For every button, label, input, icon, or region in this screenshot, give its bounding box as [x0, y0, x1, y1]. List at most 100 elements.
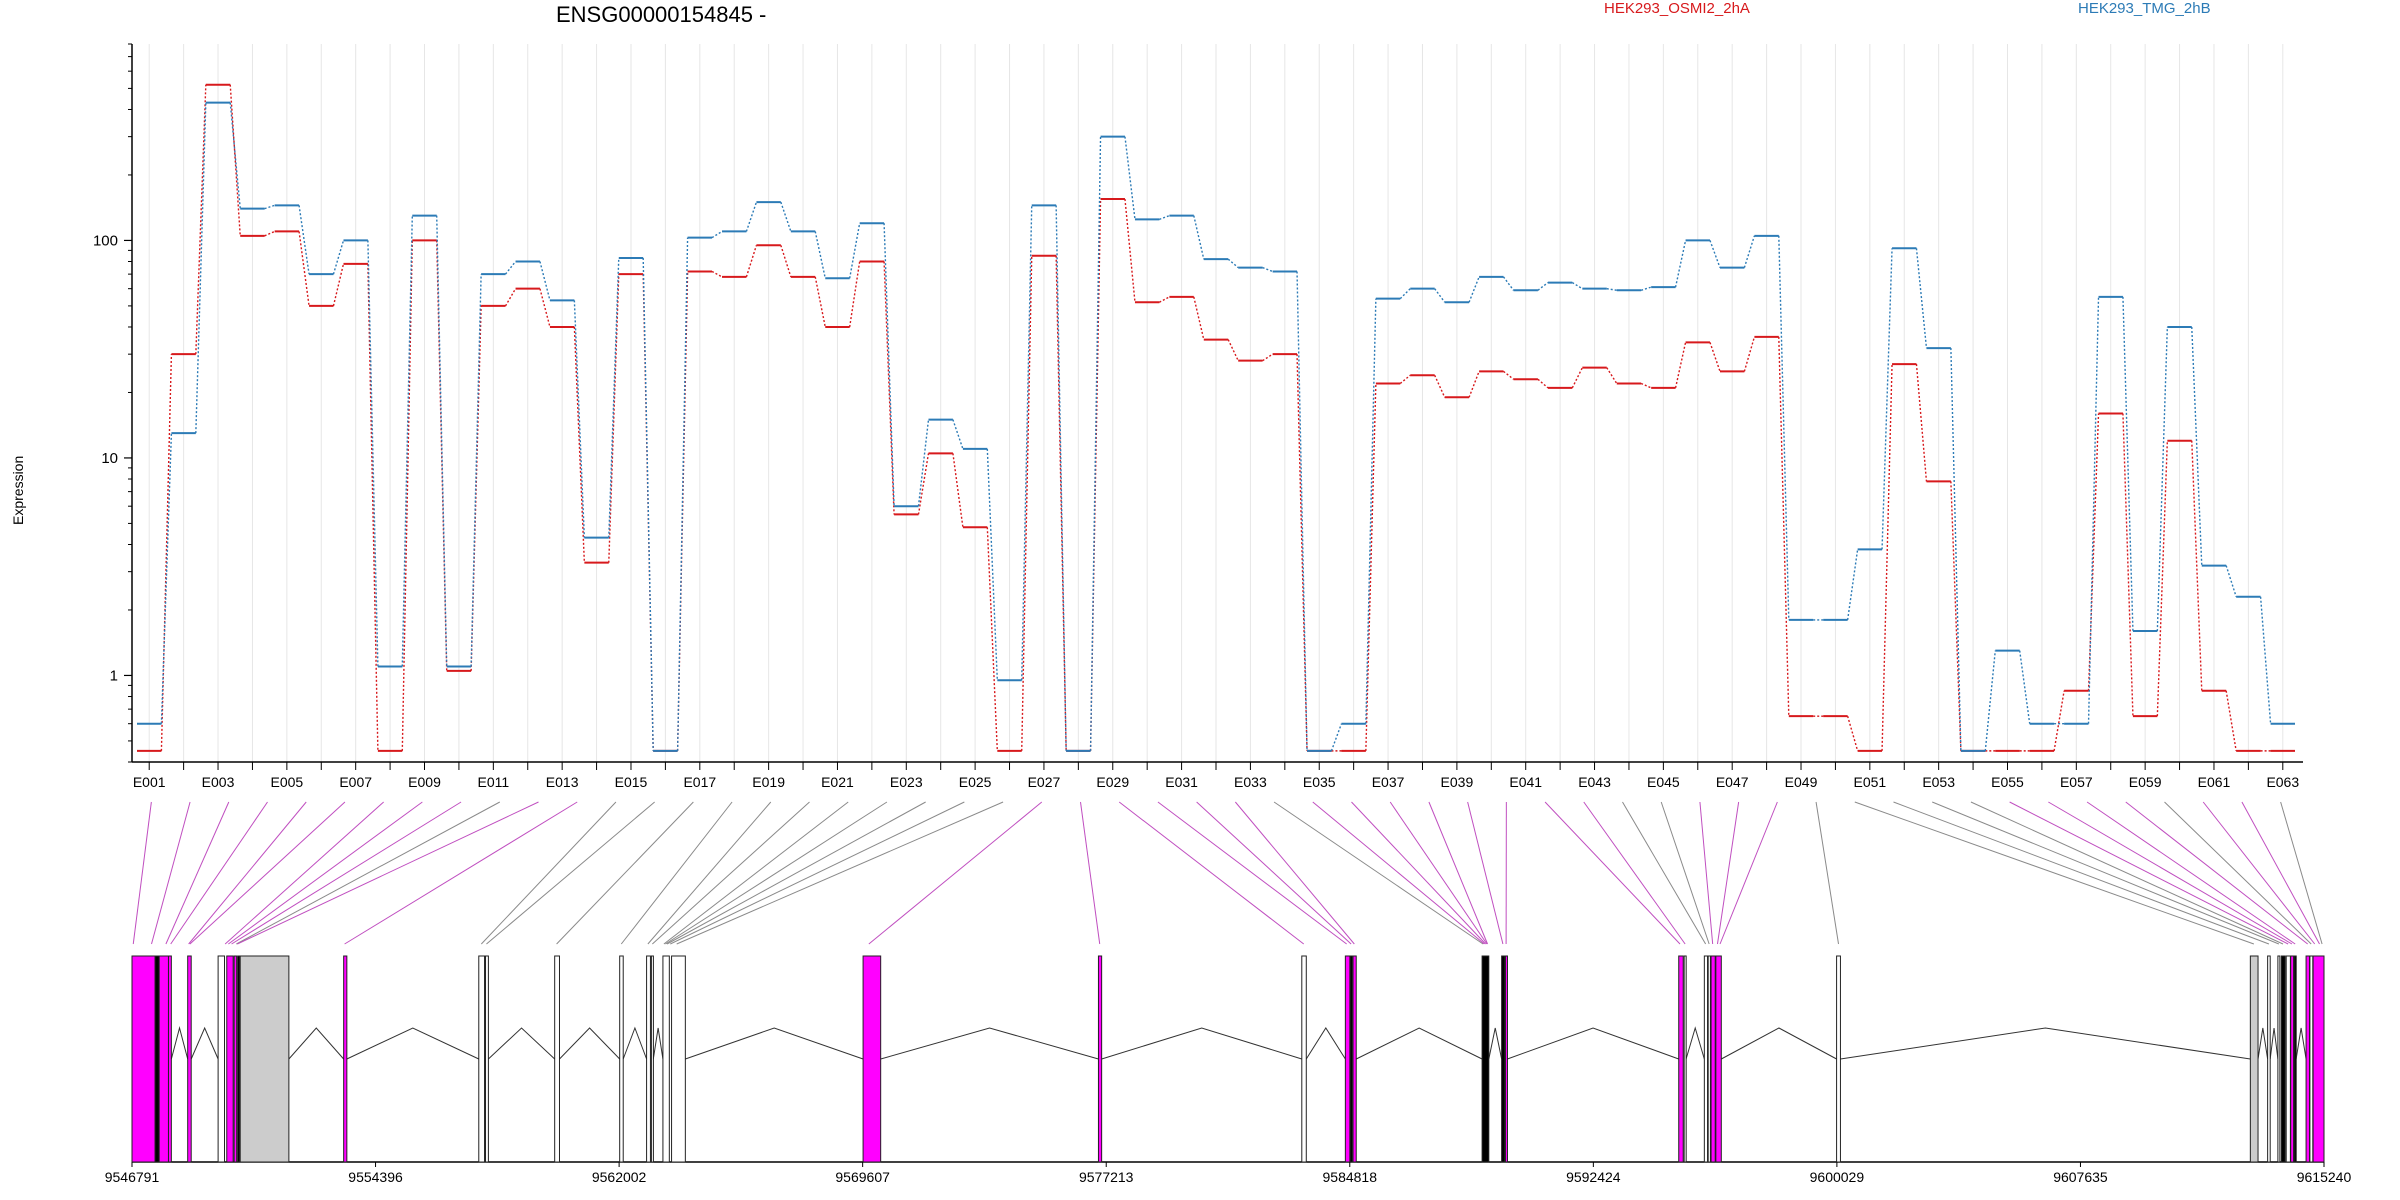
series-connector — [1640, 382, 1652, 389]
series-connector — [2122, 413, 2134, 717]
series-connector — [1640, 286, 1652, 291]
exon-connector — [1699, 801, 1714, 945]
exon-connector — [647, 801, 772, 945]
series-connector — [1193, 215, 1205, 260]
series-connector — [573, 326, 586, 563]
series-connector — [1743, 235, 1756, 268]
intron-line — [1840, 1027, 2251, 1060]
intron-line — [559, 1027, 621, 1060]
x-tick-label: E001 — [133, 774, 166, 790]
series-connector — [2019, 650, 2031, 724]
exon-connector — [1234, 801, 1355, 945]
exon-connector — [480, 801, 617, 945]
x-tick-label: E041 — [1509, 774, 1542, 790]
x-tick-label: E025 — [959, 774, 992, 790]
x-tick-label: E035 — [1303, 774, 1336, 790]
x-tick-label: E005 — [271, 774, 304, 790]
x-tick-label: E007 — [339, 774, 372, 790]
series-connector — [2191, 440, 2203, 691]
exon-block — [1344, 955, 1351, 1163]
series-connector — [1881, 364, 1893, 751]
series-connector — [1227, 258, 1239, 269]
x-tick-label: E047 — [1716, 774, 1749, 790]
genomic-tick-label: 9577213 — [1079, 1169, 1134, 1185]
exon-connector — [670, 801, 965, 945]
series-connector — [2225, 565, 2237, 597]
series-connector — [2087, 413, 2100, 691]
series-connector — [1399, 374, 1411, 384]
exon-connector — [666, 801, 926, 945]
exon-block — [1352, 955, 1357, 1163]
series-connector — [539, 261, 551, 301]
series-connector — [1124, 198, 1136, 303]
series-connector — [1984, 650, 1996, 751]
exon-connector — [2086, 801, 2296, 945]
intron-line — [1685, 1026, 1705, 1060]
series-connector — [264, 204, 275, 210]
exon-connector — [344, 801, 578, 945]
exon-block — [217, 955, 226, 1163]
series-connector — [1915, 248, 1928, 349]
series-connector — [1159, 296, 1170, 303]
exon-block — [554, 955, 560, 1163]
exon-block — [619, 955, 624, 1163]
series-connector — [676, 271, 689, 751]
genomic-tick-label: 9584818 — [1323, 1169, 1378, 1185]
series-connector — [367, 240, 379, 667]
intron-line — [1101, 1027, 1302, 1060]
x-tick-label: E051 — [1853, 774, 1886, 790]
series-connector — [1365, 298, 1377, 724]
series-connector — [952, 453, 964, 528]
series-connector — [608, 274, 620, 563]
exon-block — [646, 955, 651, 1163]
x-tick-label: E039 — [1441, 774, 1474, 790]
intron-line — [1507, 1027, 1679, 1060]
exon-block — [2293, 955, 2297, 1163]
exon-connector — [556, 801, 694, 945]
exon-connector — [676, 801, 1004, 945]
exon-connector — [1815, 801, 1840, 945]
series-connector — [1365, 383, 1377, 751]
exon-connector — [1932, 801, 2280, 945]
intron-line — [1305, 1027, 1346, 1060]
series-connector — [2156, 440, 2169, 717]
exon-connector — [2009, 801, 2289, 945]
exon-block — [1836, 955, 1841, 1163]
exon-connector — [1273, 801, 1484, 945]
y-tick-label: 1 — [110, 667, 118, 684]
series-connector — [1674, 240, 1687, 288]
genomic-tick-label: 9569607 — [835, 1169, 890, 1185]
x-tick-label: E021 — [821, 774, 854, 790]
x-tick-label: E061 — [2198, 774, 2231, 790]
series-connector — [1571, 281, 1583, 290]
series-connector — [298, 231, 310, 306]
x-tick-label: E029 — [1096, 774, 1129, 790]
exon-connector — [237, 801, 539, 945]
series-connector — [1089, 199, 1102, 751]
x-tick-label: E015 — [615, 774, 648, 790]
series-connector — [1674, 342, 1687, 389]
series-connector — [1606, 367, 1618, 384]
x-tick-label: E037 — [1372, 774, 1405, 790]
series-connector — [1021, 205, 1033, 681]
exon-connector — [231, 801, 462, 945]
exon-connector — [1351, 801, 1486, 945]
x-tick-label: E063 — [2266, 774, 2299, 790]
x-tick-label: E009 — [408, 774, 441, 790]
series-connector — [1227, 339, 1239, 361]
exon-connector — [1622, 801, 1707, 945]
series-connector — [298, 205, 310, 275]
series-connector — [195, 102, 207, 434]
genomic-tick-label: 9600029 — [1810, 1169, 1865, 1185]
genomic-tick-label: 9607635 — [2053, 1169, 2108, 1185]
series-connector — [952, 419, 964, 450]
series-connector — [1055, 205, 1067, 751]
series-connector — [264, 230, 275, 237]
series-connector — [1468, 371, 1480, 398]
series-connector — [504, 261, 517, 275]
series-connector — [848, 223, 861, 279]
series-connector — [676, 237, 689, 751]
exon-block — [862, 955, 882, 1163]
exon-connector — [1467, 801, 1504, 945]
series-connector — [917, 453, 930, 515]
